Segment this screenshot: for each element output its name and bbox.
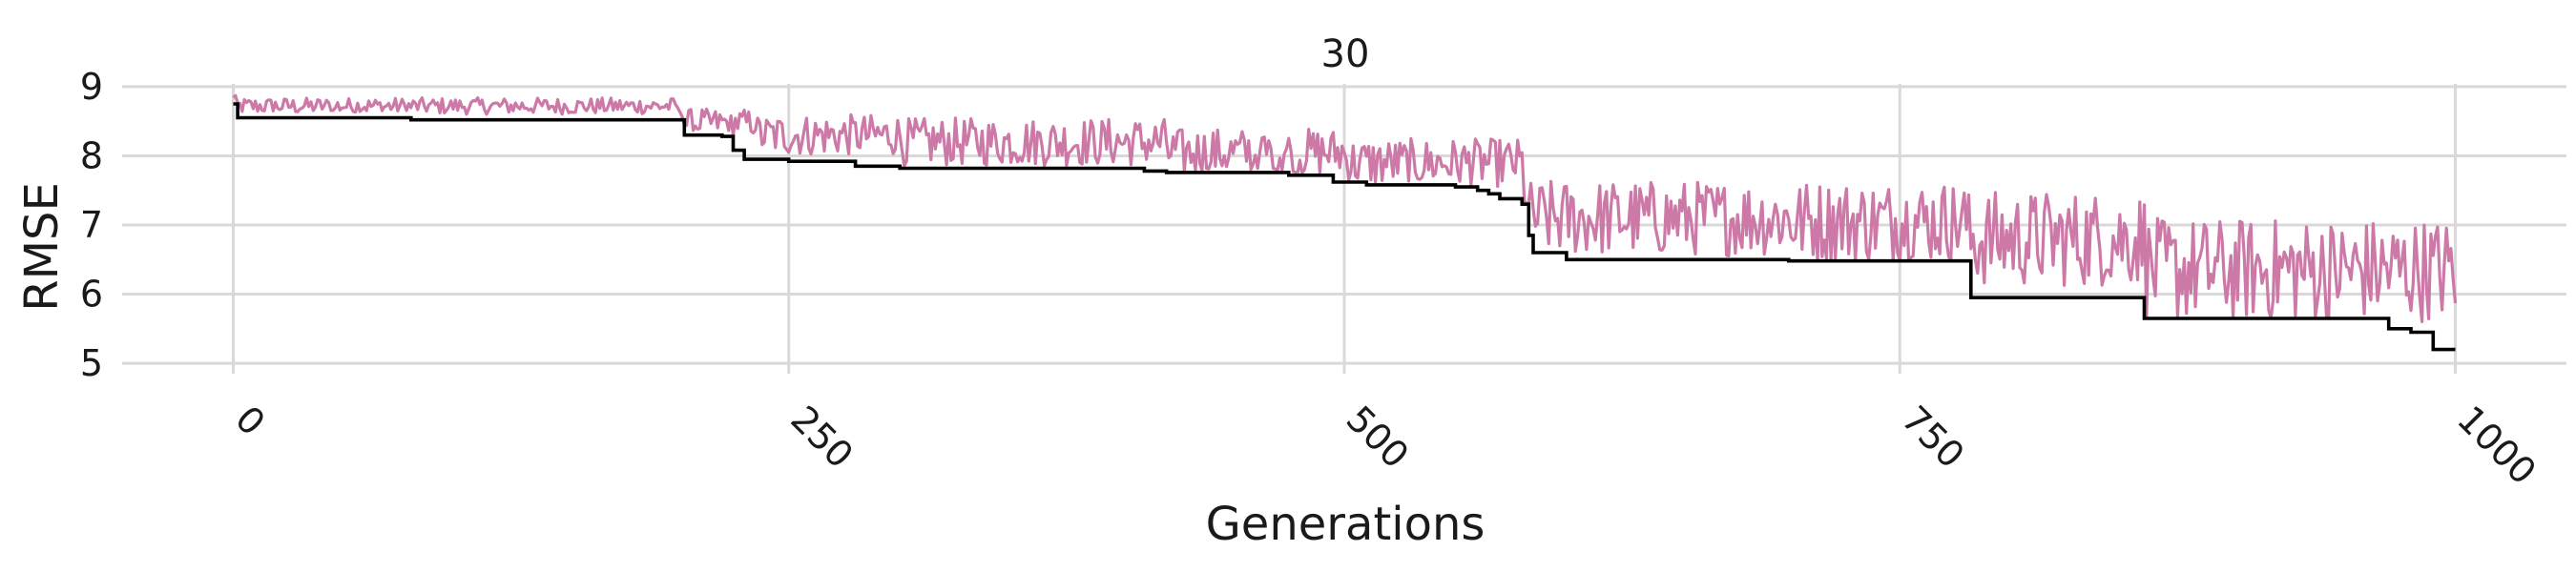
tick-layer: 5 6 7 8 9 0 250 500 750 1000 (80, 66, 2545, 493)
x-tick-label: 0 (227, 398, 273, 443)
grid-layer (122, 84, 2566, 374)
series-layer (232, 93, 2458, 352)
x-tick-label: 500 (1339, 398, 1417, 476)
y-tick-label: 8 (80, 134, 103, 176)
x-tick-label: 750 (1894, 398, 1972, 476)
y-tick-label: 5 (80, 342, 103, 384)
y-tick-label: 9 (80, 66, 103, 108)
y-tick-label: 6 (80, 274, 103, 316)
best-rmse-line (233, 102, 2456, 352)
x-tick-label: 1000 (2449, 398, 2545, 493)
current-rmse-line (232, 93, 2458, 323)
y-tick-label: 7 (80, 204, 103, 246)
chart-title: 30 (1321, 32, 1370, 76)
x-axis-label: Generations (1206, 498, 1485, 551)
y-axis-label: RMSE (15, 182, 69, 312)
x-tick-label: 250 (782, 398, 861, 476)
